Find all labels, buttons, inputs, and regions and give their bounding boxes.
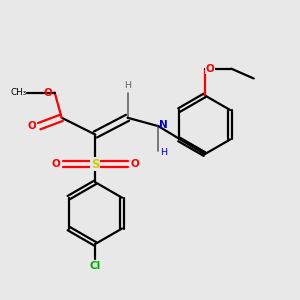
Text: S: S [91, 158, 100, 170]
Text: O: O [52, 159, 60, 169]
Text: O: O [130, 159, 139, 169]
Text: Cl: Cl [90, 261, 101, 272]
Text: O: O [28, 121, 37, 131]
Text: O: O [206, 64, 214, 74]
Text: H: H [160, 148, 167, 157]
Text: CH₃: CH₃ [11, 88, 27, 97]
Text: H: H [124, 81, 131, 90]
Text: N: N [159, 120, 168, 130]
Text: O: O [44, 88, 52, 98]
